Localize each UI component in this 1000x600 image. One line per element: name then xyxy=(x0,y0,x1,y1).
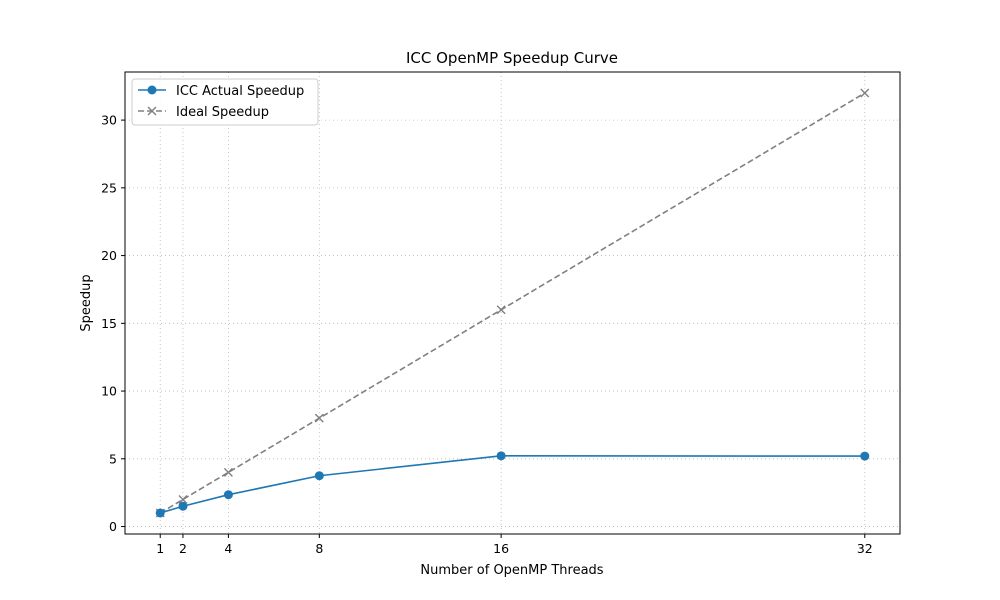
data-point-actual-speedup xyxy=(178,501,188,511)
y-tick-label: 0 xyxy=(109,519,117,534)
ticks: 1 2 4 8 16 32 0 5 10 15 20 25 30 xyxy=(101,113,873,556)
plot-area-frame xyxy=(124,71,901,535)
x-tick-label: 4 xyxy=(224,541,232,556)
data-point-actual-speedup xyxy=(496,451,506,461)
legend-label-actual: ICC Actual Speedup xyxy=(176,84,304,99)
x-axis-label: Number of OpenMP Threads xyxy=(420,563,603,578)
legend-box xyxy=(131,78,319,126)
y-tick-label: 20 xyxy=(101,248,117,263)
x-tick-label: 1 xyxy=(156,541,164,556)
y-tick-label: 30 xyxy=(101,113,117,128)
legend-label-ideal: Ideal Speedup xyxy=(176,105,269,120)
y-tick-label: 5 xyxy=(109,451,117,466)
legend-marker-ideal xyxy=(147,106,157,116)
data-point-actual-speedup xyxy=(223,490,233,500)
y-tick-label: 15 xyxy=(101,316,117,331)
data-point-actual-speedup xyxy=(314,471,324,481)
data-point-ideal-speedup-stroke xyxy=(223,467,233,477)
y-tick-label: 25 xyxy=(101,180,117,195)
data-point-ideal-speedup xyxy=(314,413,324,423)
data-point-ideal-speedup-stroke xyxy=(314,413,324,423)
data-point-ideal-speedup xyxy=(223,467,233,477)
legend-x-marker-stroke xyxy=(147,106,157,116)
y-tick-label: 10 xyxy=(101,384,117,399)
legend-marker-actual xyxy=(147,85,157,95)
data-point-ideal-speedup-stroke xyxy=(178,494,188,504)
y-axis-label: Speedup xyxy=(79,274,94,331)
x-tick-label: 8 xyxy=(315,541,323,556)
series-line-ideal-speedup xyxy=(159,92,866,514)
legend-x-marker xyxy=(147,106,157,116)
data-point-actual-speedup xyxy=(155,508,165,518)
data-point-ideal-speedup xyxy=(860,88,870,98)
legend: ICC Actual Speedup Ideal Speedup xyxy=(131,78,319,126)
chart-title: ICC OpenMP Speedup Curve xyxy=(406,49,618,67)
data-point-ideal-speedup-stroke xyxy=(496,305,506,315)
data-point-ideal-speedup-stroke xyxy=(860,88,870,98)
data-point-actual-speedup xyxy=(860,451,870,461)
x-tick-label: 2 xyxy=(179,541,187,556)
x-tick-label: 16 xyxy=(493,541,509,556)
x-tick-label: 32 xyxy=(857,541,873,556)
series-layer xyxy=(155,88,870,518)
data-point-ideal-speedup xyxy=(178,494,188,504)
data-point-ideal-speedup xyxy=(496,305,506,315)
